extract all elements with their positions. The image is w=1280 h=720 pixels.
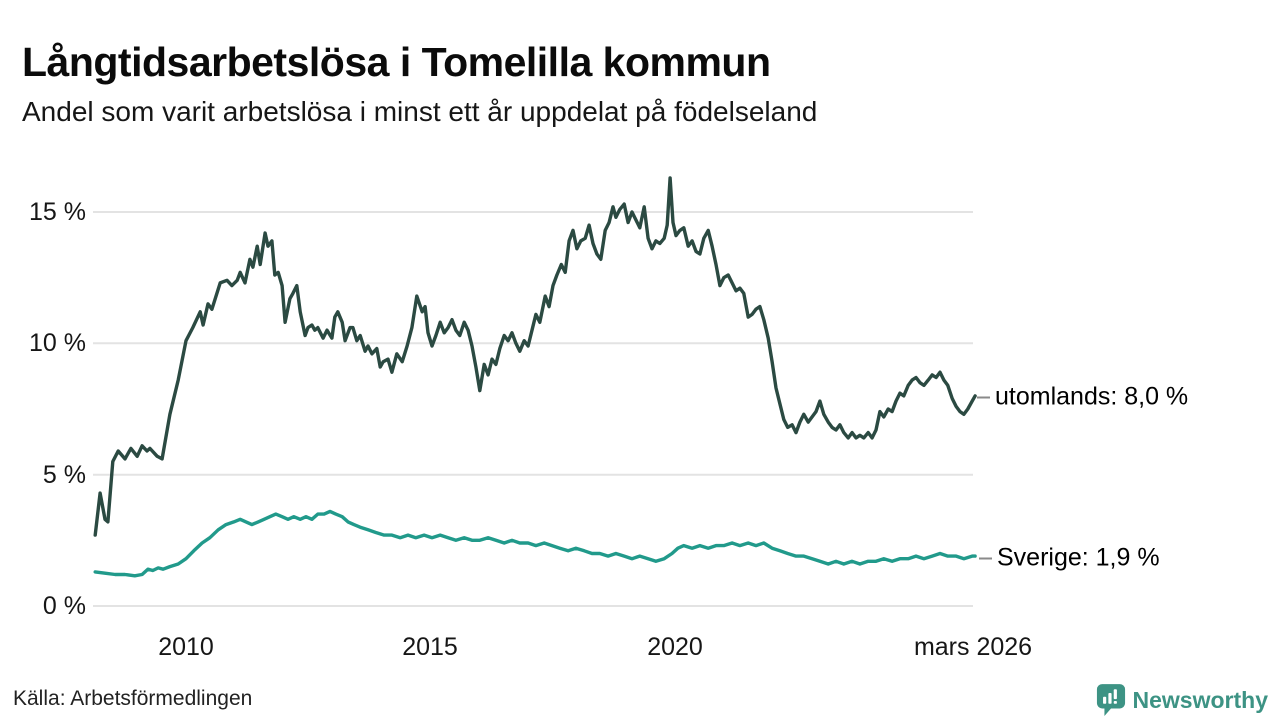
series-line-sverige	[93, 509, 977, 578]
chart-subtitle: Andel som varit arbetslösa i minst ett å…	[22, 96, 818, 127]
series-end-label-utomlands: utomlands: 8,0 %	[977, 383, 1188, 412]
page-title: Långtidsarbetslösa i Tomelilla kommun	[22, 39, 771, 86]
label-connector-dash	[977, 396, 990, 398]
series-line-utomlands	[93, 176, 977, 537]
series-end-label-text: Sverige: 1,9 %	[997, 543, 1160, 572]
source-attribution: Källa: Arbetsförmedlingen	[13, 687, 253, 710]
series-end-label-sverige: Sverige: 1,9 %	[979, 544, 1160, 573]
series-end-label-text: utomlands: 8,0 %	[995, 382, 1189, 411]
x-axis-tick-label: 2010	[158, 633, 214, 661]
y-axis-tick-label: 10 %	[29, 329, 86, 357]
y-axis-tick-label: 15 %	[29, 198, 86, 226]
brand-name: Newsworthy	[1132, 686, 1268, 713]
x-axis-tick-label: mars 2026	[913, 633, 1033, 661]
x-axis-tick-label: 2020	[647, 633, 703, 661]
y-axis-tick-label: 5 %	[42, 461, 86, 489]
y-axis-tick-label: 0 %	[42, 592, 86, 620]
label-connector-dash	[979, 557, 992, 559]
x-axis-tick-label: 2015	[402, 633, 458, 661]
newsworthy-logo: Newsworthy	[1096, 683, 1268, 717]
newsworthy-bar-chart-bubble-icon	[1096, 684, 1125, 716]
